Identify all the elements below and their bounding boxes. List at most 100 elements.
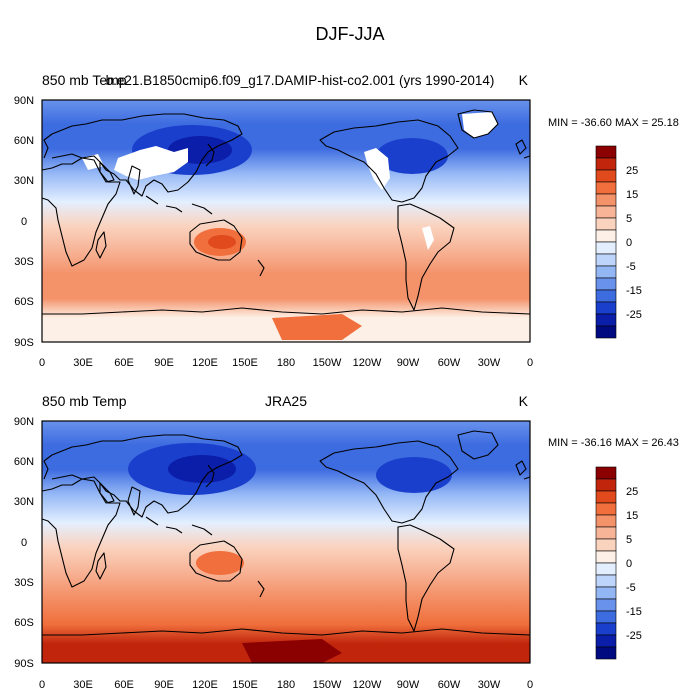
colorbar-label: -5 <box>626 582 636 594</box>
lon-tick-label: 120E <box>192 679 218 691</box>
antarctic-hot-band <box>242 639 342 663</box>
lat-tick-label: 0 <box>21 537 27 549</box>
panel-obs: 850 mb Temp JRA25 K 90N 60N 30N 0 30S 60… <box>14 393 679 691</box>
north-american-cold-region <box>376 138 448 174</box>
colorbar-label: 15 <box>626 510 638 522</box>
lat-tick-label: 30N <box>14 175 34 187</box>
colorbar-label: 0 <box>626 237 632 249</box>
colorbar-swatch <box>595 550 617 564</box>
colorbar-swatch <box>595 289 617 303</box>
colorbar-swatch <box>595 634 617 648</box>
colorbar-swatch <box>595 490 617 504</box>
colorbar-swatch <box>595 574 617 588</box>
lat-tick-label: 60S <box>14 617 34 629</box>
figure-title: DJF-JJA <box>316 24 385 44</box>
lat-tick-label: 60N <box>14 456 34 468</box>
colorbar-swatch <box>595 514 617 528</box>
lon-tick-label: 150W <box>313 357 342 369</box>
lon-tick-label: 90E <box>154 679 174 691</box>
panel-obs-lon-axis: 0 30E 60E 90E 120E 150E 180 150W 120W 90… <box>39 679 533 691</box>
lon-tick-label: 60W <box>438 357 461 369</box>
colorbar-swatch <box>595 229 617 243</box>
colorbar-label: 25 <box>626 486 638 498</box>
colorbar-swatch <box>595 217 617 231</box>
panel-obs-lat-axis: 90N 60N 30N 0 30S 60S 90S <box>14 416 34 670</box>
lat-tick-label: 90N <box>14 416 34 428</box>
colorbar-swatch <box>595 181 617 195</box>
colorbar-label: 0 <box>626 558 632 570</box>
andes-mask <box>422 226 434 250</box>
australia-warm-core <box>196 551 244 575</box>
lon-tick-label: 120E <box>192 357 218 369</box>
lat-tick-label: 30S <box>14 256 34 268</box>
lon-tick-label: 150E <box>232 357 258 369</box>
lon-tick-label: 30E <box>73 357 93 369</box>
lon-tick-label: 90E <box>154 357 174 369</box>
rockies-mask <box>364 148 390 190</box>
colorbar-label: -25 <box>626 309 642 321</box>
colorbar-swatch <box>595 538 617 552</box>
colorbar-swatch <box>595 145 617 159</box>
colorbar-swatch <box>595 301 617 315</box>
colorbar-swatch <box>595 193 617 207</box>
panel-model-right-string: K <box>519 72 529 88</box>
colorbar-swatch <box>595 466 617 480</box>
panel-model-lat-axis: 90N 60N 30N 0 30S 60S 90S <box>14 95 34 349</box>
colorbar-label: -15 <box>626 606 642 618</box>
lat-tick-label: 90S <box>14 337 34 349</box>
antarctic-warm-band <box>272 314 362 340</box>
colorbar-swatch <box>595 646 617 660</box>
colorbar-swatch <box>595 169 617 183</box>
lon-tick-label: 180 <box>277 357 295 369</box>
colorbar-label: 5 <box>626 534 632 546</box>
colorbar-swatch <box>595 478 617 492</box>
colorbar-swatch <box>595 526 617 540</box>
panel-model-left-string: 850 mb Temp <box>42 72 127 88</box>
panel-model-map <box>41 99 531 343</box>
lon-tick-label: 0 <box>527 357 533 369</box>
lon-tick-label: 150E <box>232 679 258 691</box>
colorbar-swatch <box>595 265 617 279</box>
colorbar-label: 5 <box>626 213 632 225</box>
lat-tick-label: 30S <box>14 577 34 589</box>
panel-model-minmax: MIN = -36.60 MAX = 25.18 <box>548 117 679 129</box>
colorbar-label: -15 <box>626 285 642 297</box>
panel-obs-center-string: JRA25 <box>265 393 307 409</box>
panel-model-temperature-field <box>42 100 530 342</box>
lat-tick-label: 0 <box>21 216 27 228</box>
colorbar-swatch <box>595 598 617 612</box>
colorbar-label: -5 <box>626 261 636 273</box>
tibet-mask-small <box>82 154 104 170</box>
lon-tick-label: 90W <box>397 679 420 691</box>
lon-tick-label: 90W <box>397 357 420 369</box>
north-american-cold-region <box>376 457 452 493</box>
lon-tick-label: 30W <box>478 357 501 369</box>
colorbar-label: -25 <box>626 630 642 642</box>
lat-tick-label: 60N <box>14 135 34 147</box>
panel-obs-temperature-field <box>42 421 530 663</box>
colorbar-swatch <box>595 562 617 576</box>
lon-tick-label: 60E <box>114 357 134 369</box>
colorbar-swatch <box>595 502 617 516</box>
lon-tick-label: 60W <box>438 679 461 691</box>
colorbar-label: 15 <box>626 189 638 201</box>
lon-tick-label: 0 <box>527 679 533 691</box>
panel-obs-right-string: K <box>519 393 529 409</box>
lat-tick-label: 90N <box>14 95 34 107</box>
lon-tick-label: 120W <box>353 357 382 369</box>
colorbar-swatch <box>595 622 617 636</box>
colorbar-swatch <box>595 205 617 219</box>
lat-tick-label: 30N <box>14 496 34 508</box>
colorbar-swatch <box>595 313 617 327</box>
panel-obs-frame <box>41 420 531 664</box>
lon-tick-label: 150W <box>313 679 342 691</box>
lat-tick-label: 60S <box>14 296 34 308</box>
australia-warm-core-inner <box>208 235 236 249</box>
colorbar-swatch <box>595 277 617 291</box>
panel-model-frame <box>41 99 531 343</box>
colorbar-swatch <box>595 610 617 624</box>
lon-tick-label: 60E <box>114 679 134 691</box>
tibet-mask <box>114 146 188 180</box>
panel-obs-colorbar: 25 15 5 0 -5 -15 -25 <box>595 466 642 660</box>
